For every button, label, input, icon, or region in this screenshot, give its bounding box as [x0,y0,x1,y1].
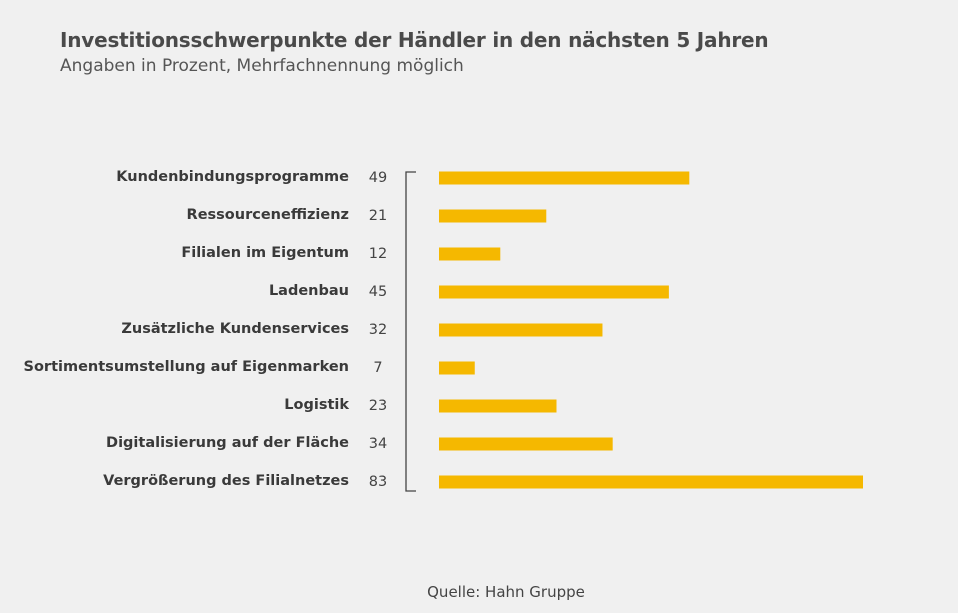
category-label: Ladenbau [269,283,349,299]
category-label: Kundenbindungsprogramme [116,169,349,185]
source-note: Quelle: Hahn Gruppe [427,583,585,601]
bar [439,475,863,489]
value-label: 23 [369,398,387,414]
chart-title: Investitionsschwerpunkte der Händler in … [60,28,769,52]
value-label: 83 [369,474,387,490]
bar [439,437,613,451]
category-label: Logistik [284,397,349,413]
bar [439,209,547,223]
bar [439,361,475,375]
category-label: Sortimentsumstellung auf Eigenmarken [24,359,349,375]
value-label: 45 [369,284,387,300]
bar [439,171,690,185]
category-label: Digitalisierung auf der Fläche [106,435,349,451]
category-label: Ressourceneffizienz [187,207,349,223]
bar [439,285,669,299]
category-label: Filialen im Eigentum [181,245,349,261]
value-label: 49 [369,170,387,186]
bar [439,247,501,261]
category-label: Vergrößerung des Filialnetzes [103,473,349,489]
chart-subtitle: Angaben in Prozent, Mehrfachnennung mögl… [60,56,464,76]
value-label: 12 [369,246,387,262]
value-label: 7 [373,360,382,376]
bar [439,323,603,337]
value-label: 32 [369,322,387,338]
axis-bracket [405,171,416,492]
bar [439,399,557,413]
category-label: Zusätzliche Kundenservices [121,321,349,337]
value-label: 34 [369,436,387,452]
value-label: 21 [369,208,387,224]
